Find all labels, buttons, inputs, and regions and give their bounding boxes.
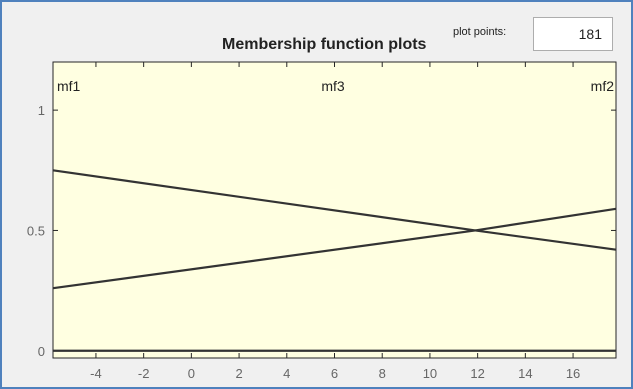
x-tick-label: -4 [90,366,102,381]
y-tick-label: 1 [38,103,45,118]
plot-points-input[interactable] [533,17,613,51]
x-tick-label: 12 [470,366,484,381]
mf-curve-mf2[interactable] [52,207,617,290]
x-tick-label: 2 [235,366,242,381]
x-tick-label: 4 [283,366,290,381]
plot-title: Membership function plots [222,36,427,53]
x-tick-label: 10 [423,366,437,381]
mf-label-mf3[interactable]: mf3 [321,78,345,94]
plot-points-label: plot points: [453,26,507,38]
x-tick-label: 8 [379,366,386,381]
y-tick-label: 0.5 [27,223,45,238]
x-tick-label: 14 [518,366,532,381]
y-tick-label: 0 [38,344,45,359]
x-tick-label: -2 [138,366,150,381]
x-tick-label: 0 [188,366,195,381]
x-tick-label: 16 [566,366,580,381]
x-tick-label: 6 [331,366,338,381]
mf-label-mf2[interactable]: mf2 [591,78,615,94]
mf-label-mf1[interactable]: mf1 [57,78,81,94]
